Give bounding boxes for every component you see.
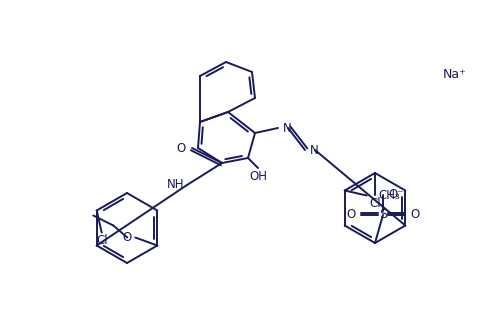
Text: O⁻: O⁻: [388, 188, 404, 202]
Text: Cl: Cl: [96, 234, 108, 248]
Text: N: N: [283, 122, 292, 134]
Text: O: O: [410, 208, 419, 221]
Text: CH₃: CH₃: [379, 189, 401, 202]
Text: O: O: [347, 208, 356, 221]
Text: Cl: Cl: [369, 197, 381, 210]
Text: Na⁺: Na⁺: [443, 68, 467, 81]
Text: O: O: [122, 231, 131, 244]
Text: NH: NH: [166, 179, 184, 192]
Text: N: N: [310, 143, 319, 156]
Text: S: S: [379, 208, 387, 221]
Text: OH: OH: [249, 170, 267, 183]
Text: O: O: [177, 142, 186, 155]
